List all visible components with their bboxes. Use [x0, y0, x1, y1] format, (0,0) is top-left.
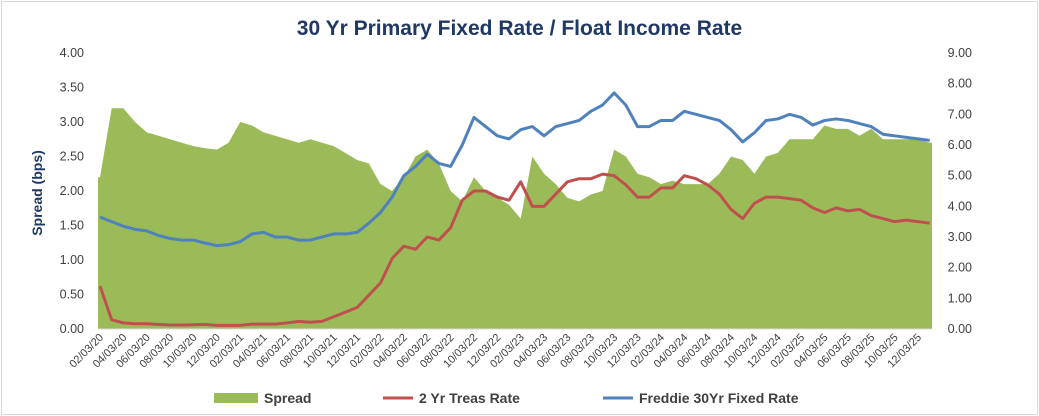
right-tick-label: 5.00	[948, 169, 972, 183]
left-tick-label: 2.00	[60, 184, 84, 198]
right-tick-label: 3.00	[948, 230, 972, 244]
left-tick-label: 2.50	[60, 150, 84, 164]
legend-label: 2 Yr Treas Rate	[419, 390, 520, 406]
right-tick-label: 6.00	[948, 138, 972, 152]
right-tick-label: 7.00	[948, 107, 972, 121]
right-tick-label: 4.00	[948, 199, 972, 213]
left-tick-label: 3.00	[60, 115, 84, 129]
right-tick-label: 1.00	[948, 291, 972, 305]
left-tick-label: 1.00	[60, 253, 84, 267]
right-tick-label: 9.00	[948, 46, 972, 60]
series-line-2	[99, 91, 930, 248]
left-tick-label: 4.00	[60, 46, 84, 60]
legend-label: Spread	[264, 390, 311, 406]
legend-item: Freddie 30Yr Fixed Rate	[603, 390, 799, 406]
legend-label: Freddie 30Yr Fixed Rate	[639, 390, 799, 406]
chart-title: 30 Yr Primary Fixed Rate / Float Income …	[296, 17, 743, 40]
legend-swatch-area	[214, 393, 258, 403]
left-tick-label: 0.50	[60, 288, 84, 302]
right-tick-label: 0.00	[948, 322, 972, 336]
left-tick-label: 0.00	[60, 322, 84, 336]
right-tick-label: 2.00	[948, 261, 972, 275]
right-tick-label: 8.00	[948, 77, 972, 91]
series-line-1	[98, 172, 930, 327]
legend-item: Spread	[214, 390, 311, 406]
series-area-spread	[98, 108, 932, 329]
left-tick-label: 1.50	[60, 219, 84, 233]
left-tick-label: 3.50	[60, 81, 84, 95]
legend-item: 2 Yr Treas Rate	[383, 390, 520, 406]
